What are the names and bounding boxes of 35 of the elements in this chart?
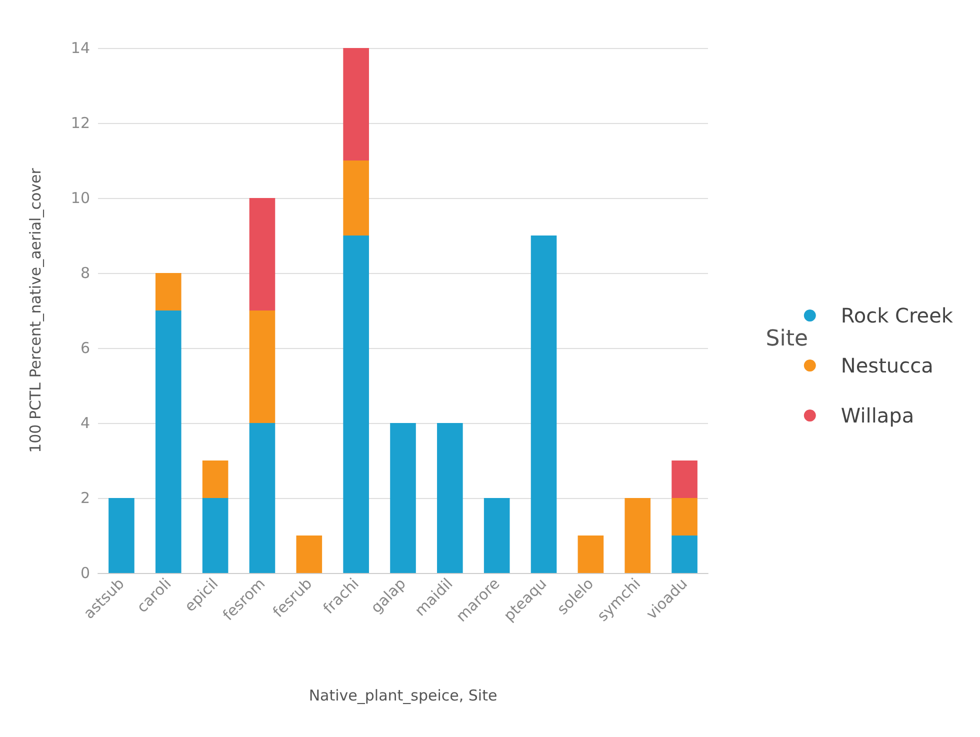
- bar: [343, 48, 369, 160]
- bar: [343, 160, 369, 236]
- y-tick-label: 0: [80, 564, 90, 582]
- legend-title: Site: [766, 326, 808, 352]
- y-axis-title: 100 PCTL Percent_native_aerial_cover: [26, 167, 44, 453]
- legend-label: Willapa: [840, 404, 914, 428]
- bar: [155, 273, 182, 310]
- bar: [249, 310, 276, 423]
- bar: [249, 423, 276, 573]
- bar: [202, 460, 228, 498]
- bar: [672, 536, 698, 573]
- bar: [624, 498, 651, 573]
- legend-label: Rock Creek: [840, 304, 954, 328]
- y-tick-label: 4: [80, 414, 90, 432]
- y-tick-label: 8: [80, 264, 90, 282]
- y-tick-label: 2: [80, 489, 90, 507]
- bar: [108, 498, 134, 573]
- bar: [437, 423, 463, 573]
- bar: [390, 423, 416, 573]
- bar: [530, 236, 557, 573]
- y-tick-label: 10: [70, 189, 90, 207]
- bar: [672, 498, 698, 536]
- bar: [672, 460, 698, 498]
- bar: [202, 498, 228, 573]
- legend-label: Nestucca: [840, 354, 934, 378]
- bar: [484, 498, 510, 573]
- bar: [155, 310, 182, 573]
- x-axis-title: Native_plant_speice, Site: [308, 686, 498, 704]
- y-tick-label: 6: [80, 339, 90, 357]
- y-tick-label: 14: [70, 39, 90, 57]
- bar: [296, 536, 322, 573]
- y-tick-label: 12: [70, 114, 90, 132]
- bar: [249, 198, 276, 310]
- bar: [578, 536, 604, 573]
- bar: [343, 236, 369, 573]
